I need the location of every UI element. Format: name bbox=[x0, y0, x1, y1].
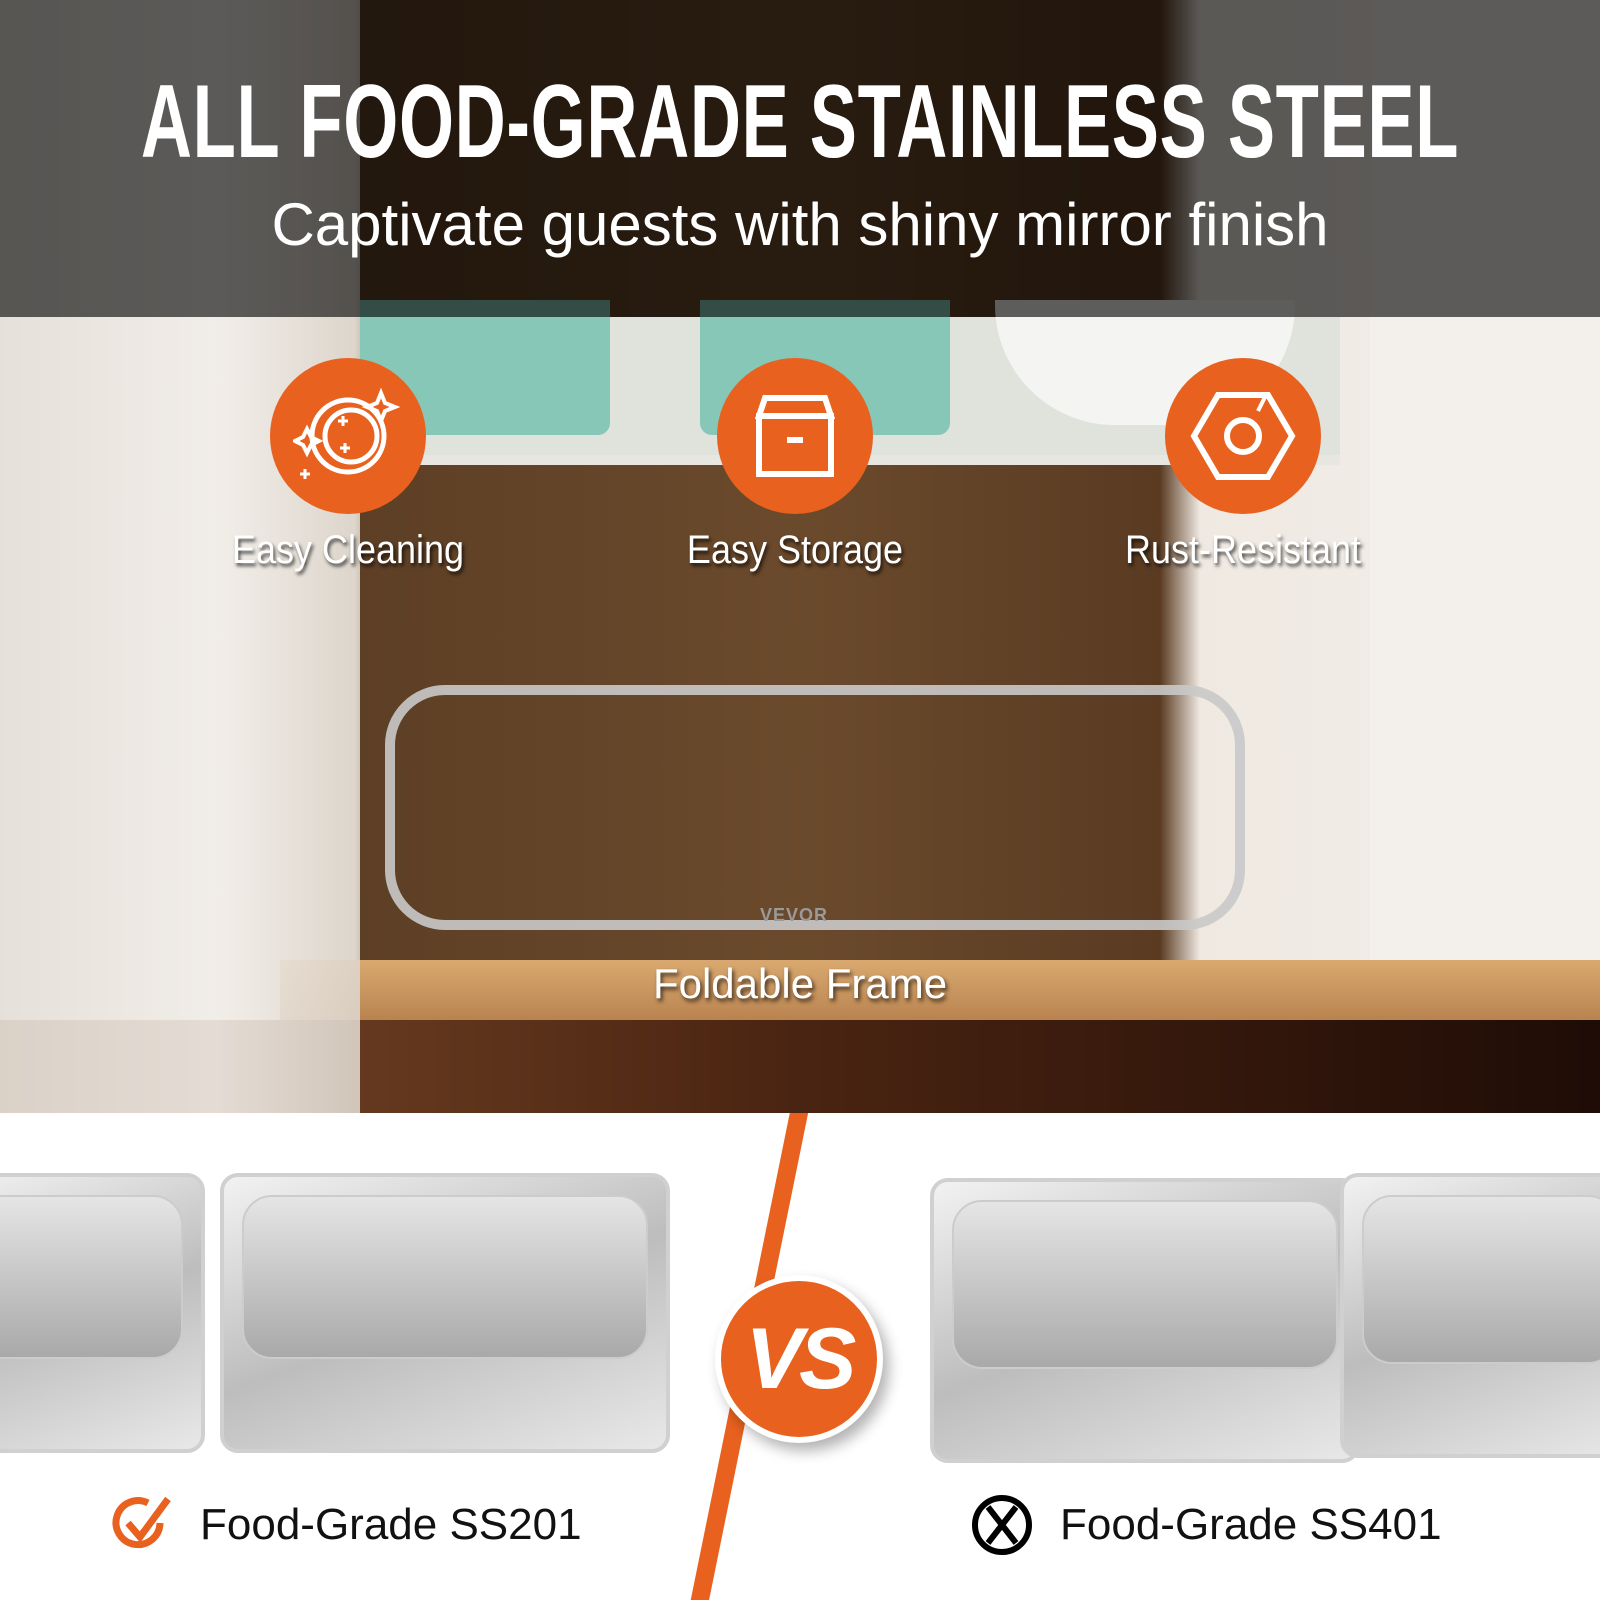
ss201-label: Food-Grade SS201 bbox=[200, 1500, 582, 1549]
ss201-pan bbox=[220, 1173, 670, 1453]
hex-nut-icon bbox=[1165, 358, 1321, 514]
ss401-label: Food-Grade SS401 bbox=[1060, 1500, 1442, 1549]
feature-label: Easy Storage bbox=[686, 528, 904, 572]
ss201-pan bbox=[0, 1173, 205, 1453]
foldable-frame-label: Foldable Frame bbox=[652, 960, 948, 1007]
storage-box-icon bbox=[717, 358, 873, 514]
foldable-frame-image bbox=[385, 685, 1245, 930]
ss401-item: Food-Grade SS401 bbox=[970, 1493, 1442, 1557]
sparkling-plate-icon bbox=[270, 358, 426, 514]
comparison-section: VS Food-Grade SS201 Food-Grade SS401 bbox=[0, 1113, 1600, 1600]
frame-brand-engraving: VEVOR bbox=[760, 905, 829, 925]
feature-label: Easy Cleaning bbox=[231, 528, 465, 572]
ss401-pan bbox=[930, 1178, 1360, 1463]
ss401-pan bbox=[1340, 1173, 1600, 1458]
header-band: ALL FOOD-GRADE STAINLESS STEEL Captivate… bbox=[0, 0, 1600, 317]
ss201-item: Food-Grade SS201 bbox=[110, 1493, 582, 1557]
check-icon bbox=[112, 1496, 171, 1549]
feature-easy-cleaning: Easy Cleaning bbox=[198, 358, 498, 573]
feature-easy-storage: Easy Storage bbox=[645, 358, 945, 573]
feature-label: Rust-Resistant bbox=[1124, 528, 1362, 572]
page-title: ALL FOOD-GRADE STAINLESS STEEL bbox=[140, 64, 1460, 180]
page-subtitle: Captivate guests with shiny mirror finis… bbox=[271, 191, 1329, 258]
feature-rust-resistant: Rust-Resistant bbox=[1093, 358, 1393, 573]
vs-badge: VS bbox=[715, 1275, 883, 1443]
cross-circle-icon bbox=[972, 1495, 1032, 1555]
